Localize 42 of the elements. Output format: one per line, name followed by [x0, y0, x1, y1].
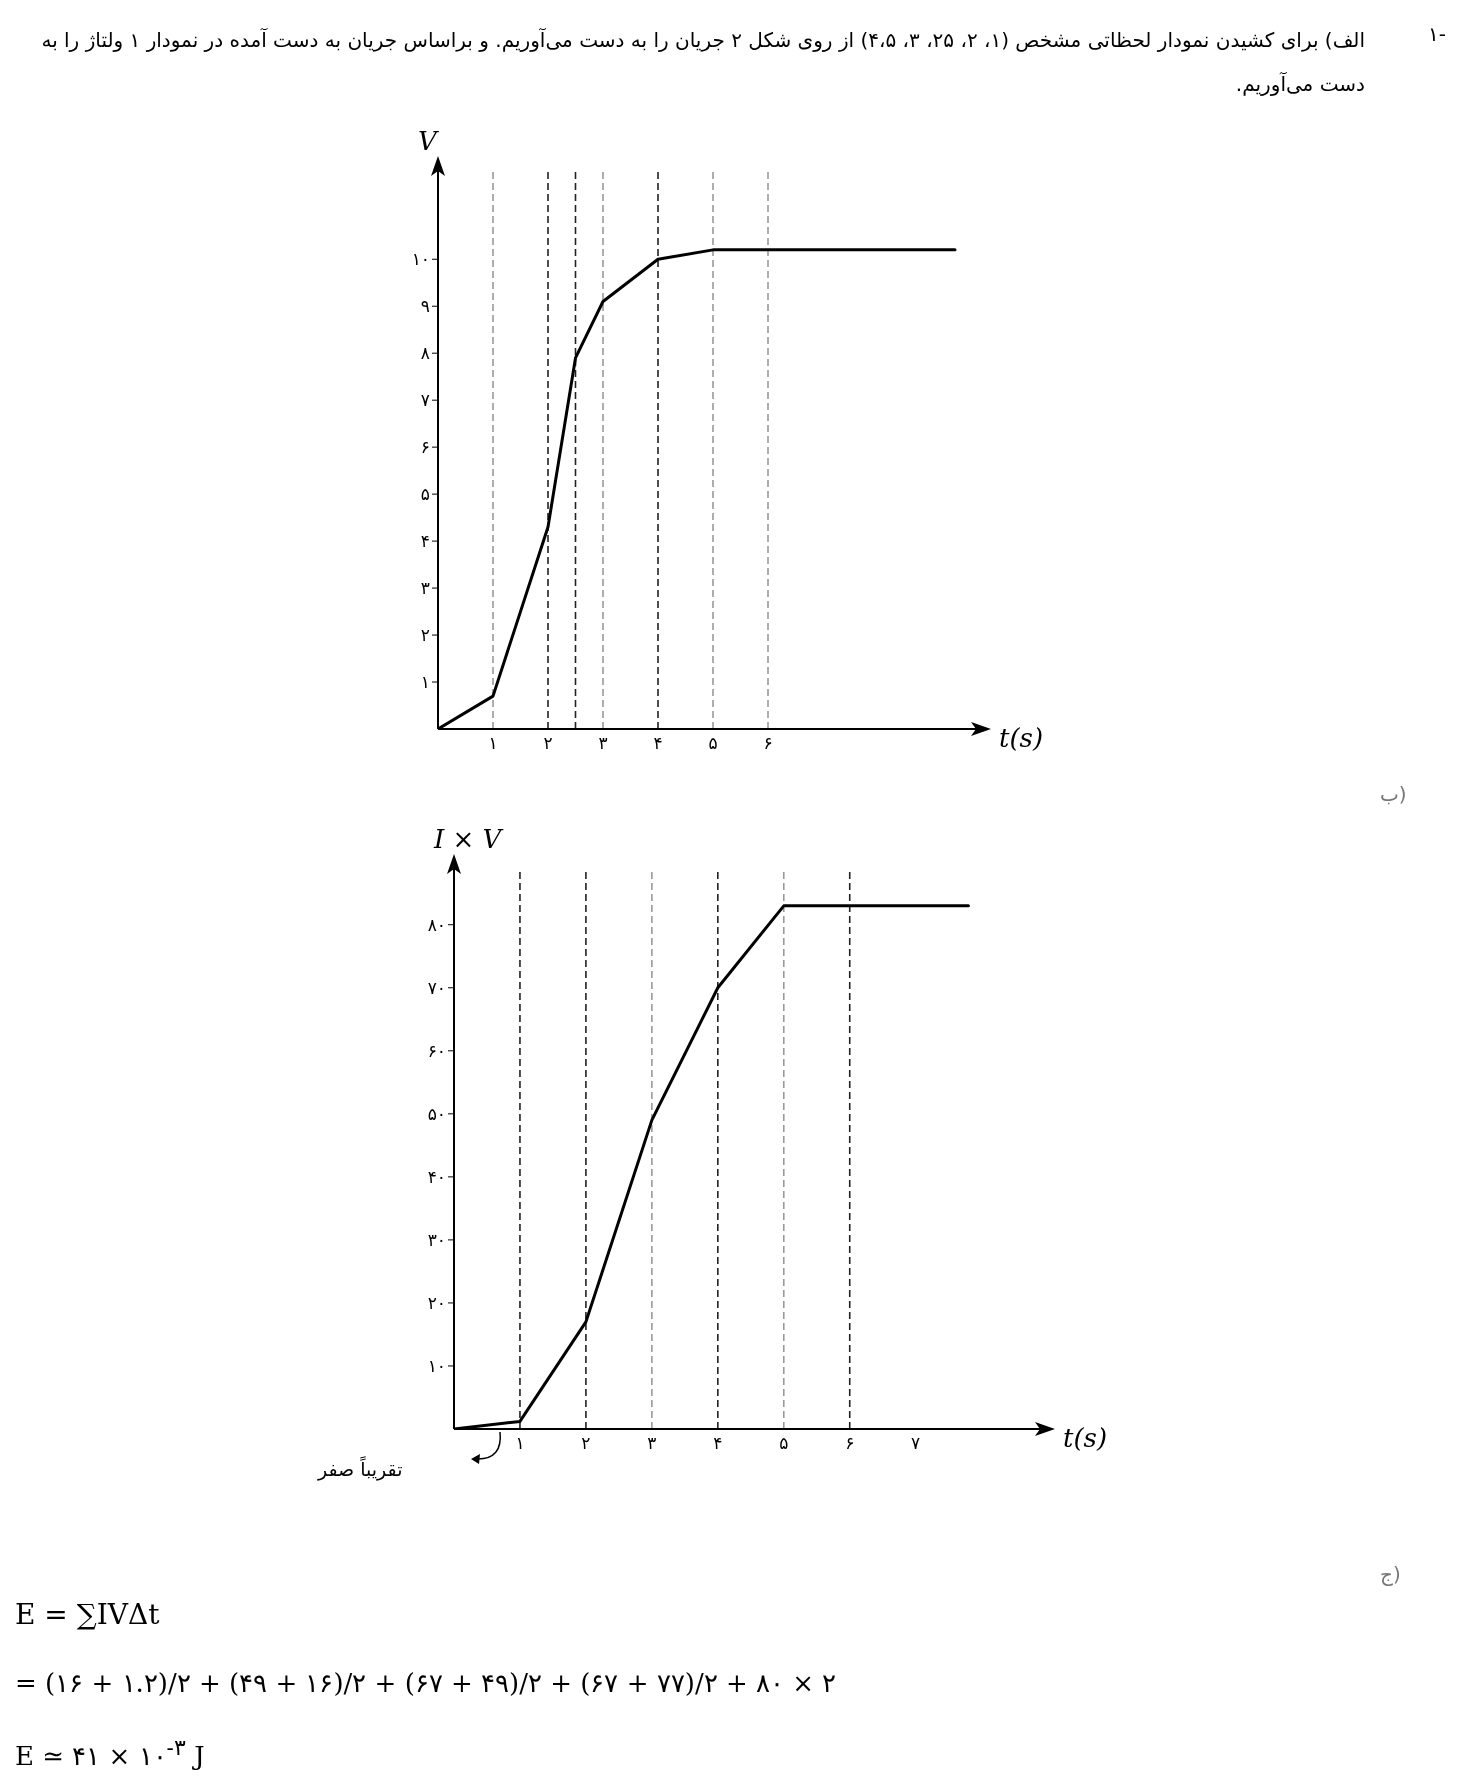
y-tick-label: ۱۰ — [427, 1356, 446, 1376]
text: E = ∑IVΔt — [15, 1598, 160, 1631]
text: ۱- — [1428, 22, 1446, 46]
text: تقریباً صفر — [318, 1458, 403, 1480]
y-axis-title: V — [418, 126, 437, 156]
x-tick-label: ۳ — [647, 1433, 657, 1454]
y-tick-label: ۳۰ — [427, 1229, 446, 1250]
y-tick-label: ۴۰ — [427, 1166, 446, 1187]
y-tick-label: ۶ — [420, 437, 430, 458]
y-tick-label: ۲ — [420, 625, 430, 646]
y-tick-label: ۶۰ — [427, 1040, 446, 1061]
x-tick-label: ۲ — [581, 1433, 591, 1454]
x-tick-label: ۶ — [845, 1433, 855, 1454]
text: ج) — [1380, 1562, 1401, 1586]
x-tick-label: ۴ — [713, 1433, 723, 1454]
x-tick-label: ۵ — [708, 733, 718, 754]
y-tick-label: ۸۰ — [427, 914, 446, 935]
y-tick-label: ۱ — [420, 672, 430, 693]
y-tick-label: ۸ — [420, 343, 430, 364]
x-tick-label: ۷ — [911, 1433, 921, 1454]
x-tick-label: ۱ — [515, 1433, 525, 1454]
x-tick-label: ۳ — [598, 733, 608, 754]
y-tick-label: ۵ — [420, 484, 430, 505]
x-tick-label: ۵ — [779, 1433, 789, 1454]
y-tick-label: ۲۰ — [427, 1292, 446, 1313]
y-axis-title: I × V — [434, 824, 502, 854]
y-tick-label: ۷۰ — [427, 977, 446, 998]
x-tick-label: ۶ — [763, 733, 773, 754]
y-tick-label: ۳ — [420, 578, 430, 599]
text: = (۱۶ + ۱.۲)/۲ + (۴۹ + ۱۶)/۲ + (۶۷ + ۴۹)/۲ + (۶۷ + ۷۷)/۲ + ۸۰ × ۲ — [15, 1668, 837, 1698]
x-tick-label: ۲ — [543, 733, 553, 754]
y-tick-label: ۱۰ — [411, 249, 430, 270]
y-tick-label: ۵۰ — [427, 1103, 446, 1124]
y-tick-label: ۹ — [420, 296, 430, 317]
x-tick-label: ۴ — [653, 733, 663, 754]
x-tick-label: ۱ — [488, 733, 498, 754]
x-axis-title: t(s) — [999, 723, 1044, 753]
chart-title: الف) برای کشیدن نمودار لحظاتی مشخص (۱، ۲، ۲۵، ۳، ۴،۵) از روی شکل ۲ جریان را به دست می‌آوریم. و براساس جریان به دست آمده در نمودار ۱ ولتاژ را به دست می‌آوریم. — [40, 27, 1365, 98]
y-tick-label: ۷ — [420, 390, 430, 411]
text: ب) — [1380, 782, 1407, 806]
y-tick-label: ۴ — [420, 531, 430, 552]
x-axis-title: t(s) — [1063, 1423, 1108, 1453]
